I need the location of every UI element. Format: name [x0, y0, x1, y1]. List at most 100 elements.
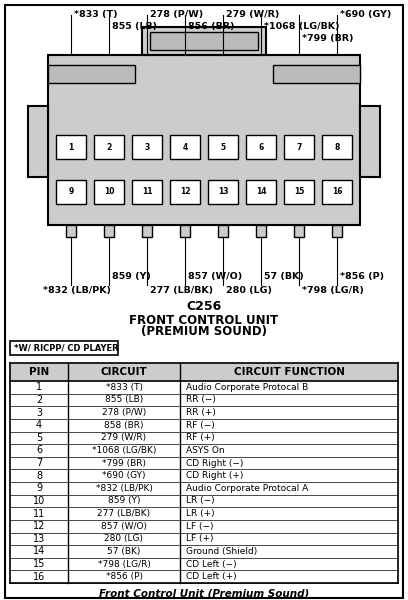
Text: Ground (Shield): Ground (Shield) — [186, 547, 257, 556]
Text: 4: 4 — [36, 420, 42, 430]
Text: 5: 5 — [220, 142, 226, 151]
Bar — [322, 135, 352, 159]
Bar — [150, 32, 258, 50]
Text: 12: 12 — [33, 521, 45, 531]
Text: LR (−): LR (−) — [186, 496, 215, 505]
Text: RF (+): RF (+) — [186, 433, 215, 442]
Bar — [256, 225, 266, 237]
Text: *799 (BR): *799 (BR) — [302, 34, 353, 43]
Text: 12: 12 — [180, 187, 190, 196]
Text: *1068 (LG/BK): *1068 (LG/BK) — [92, 446, 156, 455]
Text: *856 (P): *856 (P) — [340, 272, 384, 281]
Bar — [28, 106, 48, 178]
Text: 15: 15 — [294, 187, 304, 196]
Text: 1: 1 — [36, 382, 42, 392]
Text: 3: 3 — [36, 407, 42, 418]
Bar — [180, 225, 190, 237]
Text: 855 (LB): 855 (LB) — [105, 395, 143, 404]
Bar — [104, 225, 114, 237]
Text: RR (+): RR (+) — [186, 408, 216, 417]
Text: 279 (W/R): 279 (W/R) — [102, 433, 146, 442]
Bar — [360, 106, 380, 178]
Text: 279 (W/R): 279 (W/R) — [226, 10, 279, 19]
Text: C256: C256 — [186, 301, 222, 313]
Bar — [284, 135, 314, 159]
Bar — [56, 135, 86, 159]
Text: *799 (BR): *799 (BR) — [102, 458, 146, 467]
Text: LF (+): LF (+) — [186, 535, 213, 544]
Text: *690 (GY): *690 (GY) — [340, 10, 391, 19]
Bar — [142, 225, 152, 237]
Text: CD Right (−): CD Right (−) — [186, 458, 244, 467]
Bar — [284, 180, 314, 204]
Text: 278 (P/W): 278 (P/W) — [102, 408, 146, 417]
Text: 277 (LB/BK): 277 (LB/BK) — [98, 509, 151, 518]
Bar — [132, 135, 162, 159]
Text: 10: 10 — [104, 187, 114, 196]
Text: 8: 8 — [36, 470, 42, 481]
Bar — [322, 180, 352, 204]
Text: 14: 14 — [256, 187, 266, 196]
Text: 858 (BR): 858 (BR) — [104, 421, 144, 430]
Text: 9: 9 — [36, 484, 42, 493]
Bar — [170, 135, 200, 159]
Text: 857 (W/O): 857 (W/O) — [101, 521, 147, 530]
Bar — [246, 135, 276, 159]
Text: FRONT CONTROL UNIT: FRONT CONTROL UNIT — [129, 313, 279, 326]
Bar — [66, 225, 76, 237]
Text: 13: 13 — [218, 187, 228, 196]
Bar — [132, 180, 162, 204]
Text: 7: 7 — [296, 142, 302, 151]
Bar — [10, 363, 398, 381]
Text: 857 (W/O): 857 (W/O) — [188, 272, 242, 281]
Text: 1: 1 — [69, 142, 73, 151]
Bar — [208, 135, 238, 159]
Text: *832 (LB/PK): *832 (LB/PK) — [43, 286, 111, 295]
Text: *856 (P): *856 (P) — [106, 572, 142, 581]
Text: 57 (BK): 57 (BK) — [264, 272, 304, 281]
Text: 2: 2 — [36, 395, 42, 405]
Text: 10: 10 — [33, 496, 45, 506]
Text: PIN: PIN — [29, 367, 49, 377]
Text: 15: 15 — [33, 559, 45, 569]
Bar — [273, 65, 360, 83]
Bar — [94, 135, 124, 159]
Text: *798 (LG/R): *798 (LG/R) — [302, 286, 364, 295]
Text: *833 (T): *833 (T) — [74, 10, 118, 19]
Text: Audio Corporate Protocal A: Audio Corporate Protocal A — [186, 484, 308, 493]
Text: *1068 (LG/BK): *1068 (LG/BK) — [264, 22, 339, 31]
Text: CIRCUIT: CIRCUIT — [101, 367, 147, 377]
Text: 16: 16 — [33, 572, 45, 581]
Text: LF (−): LF (−) — [186, 521, 213, 530]
Text: *832 (LB/PK): *832 (LB/PK) — [95, 484, 153, 493]
Text: 13: 13 — [33, 534, 45, 544]
Text: 57 (BK): 57 (BK) — [107, 547, 141, 556]
Text: *690 (GY): *690 (GY) — [102, 471, 146, 480]
Text: 7: 7 — [36, 458, 42, 468]
Bar — [246, 180, 276, 204]
Text: 16: 16 — [332, 187, 342, 196]
Text: *833 (T): *833 (T) — [106, 383, 142, 392]
Text: 14: 14 — [33, 547, 45, 556]
Bar — [218, 225, 228, 237]
Text: RF (−): RF (−) — [186, 421, 215, 430]
Text: 3: 3 — [144, 142, 150, 151]
Bar — [142, 27, 266, 55]
Bar — [48, 55, 360, 225]
Text: LR (+): LR (+) — [186, 509, 215, 518]
Text: 280 (LG): 280 (LG) — [104, 535, 144, 544]
Text: ASYS On: ASYS On — [186, 446, 225, 455]
Text: 278 (P/W): 278 (P/W) — [150, 10, 203, 19]
Text: CD Right (+): CD Right (+) — [186, 471, 244, 480]
Text: *798 (LG/R): *798 (LG/R) — [98, 560, 151, 569]
Text: *W/ RICPP/ CD PLAYER: *W/ RICPP/ CD PLAYER — [14, 343, 119, 352]
Bar — [48, 65, 135, 83]
Bar — [56, 180, 86, 204]
Text: CD Left (+): CD Left (+) — [186, 572, 237, 581]
Text: (PREMIUM SOUND): (PREMIUM SOUND) — [141, 325, 267, 338]
Text: 5: 5 — [36, 433, 42, 443]
Bar — [94, 180, 124, 204]
Bar — [294, 225, 304, 237]
Text: 859 (Y): 859 (Y) — [112, 272, 151, 281]
Text: 855 (LB): 855 (LB) — [112, 22, 157, 31]
